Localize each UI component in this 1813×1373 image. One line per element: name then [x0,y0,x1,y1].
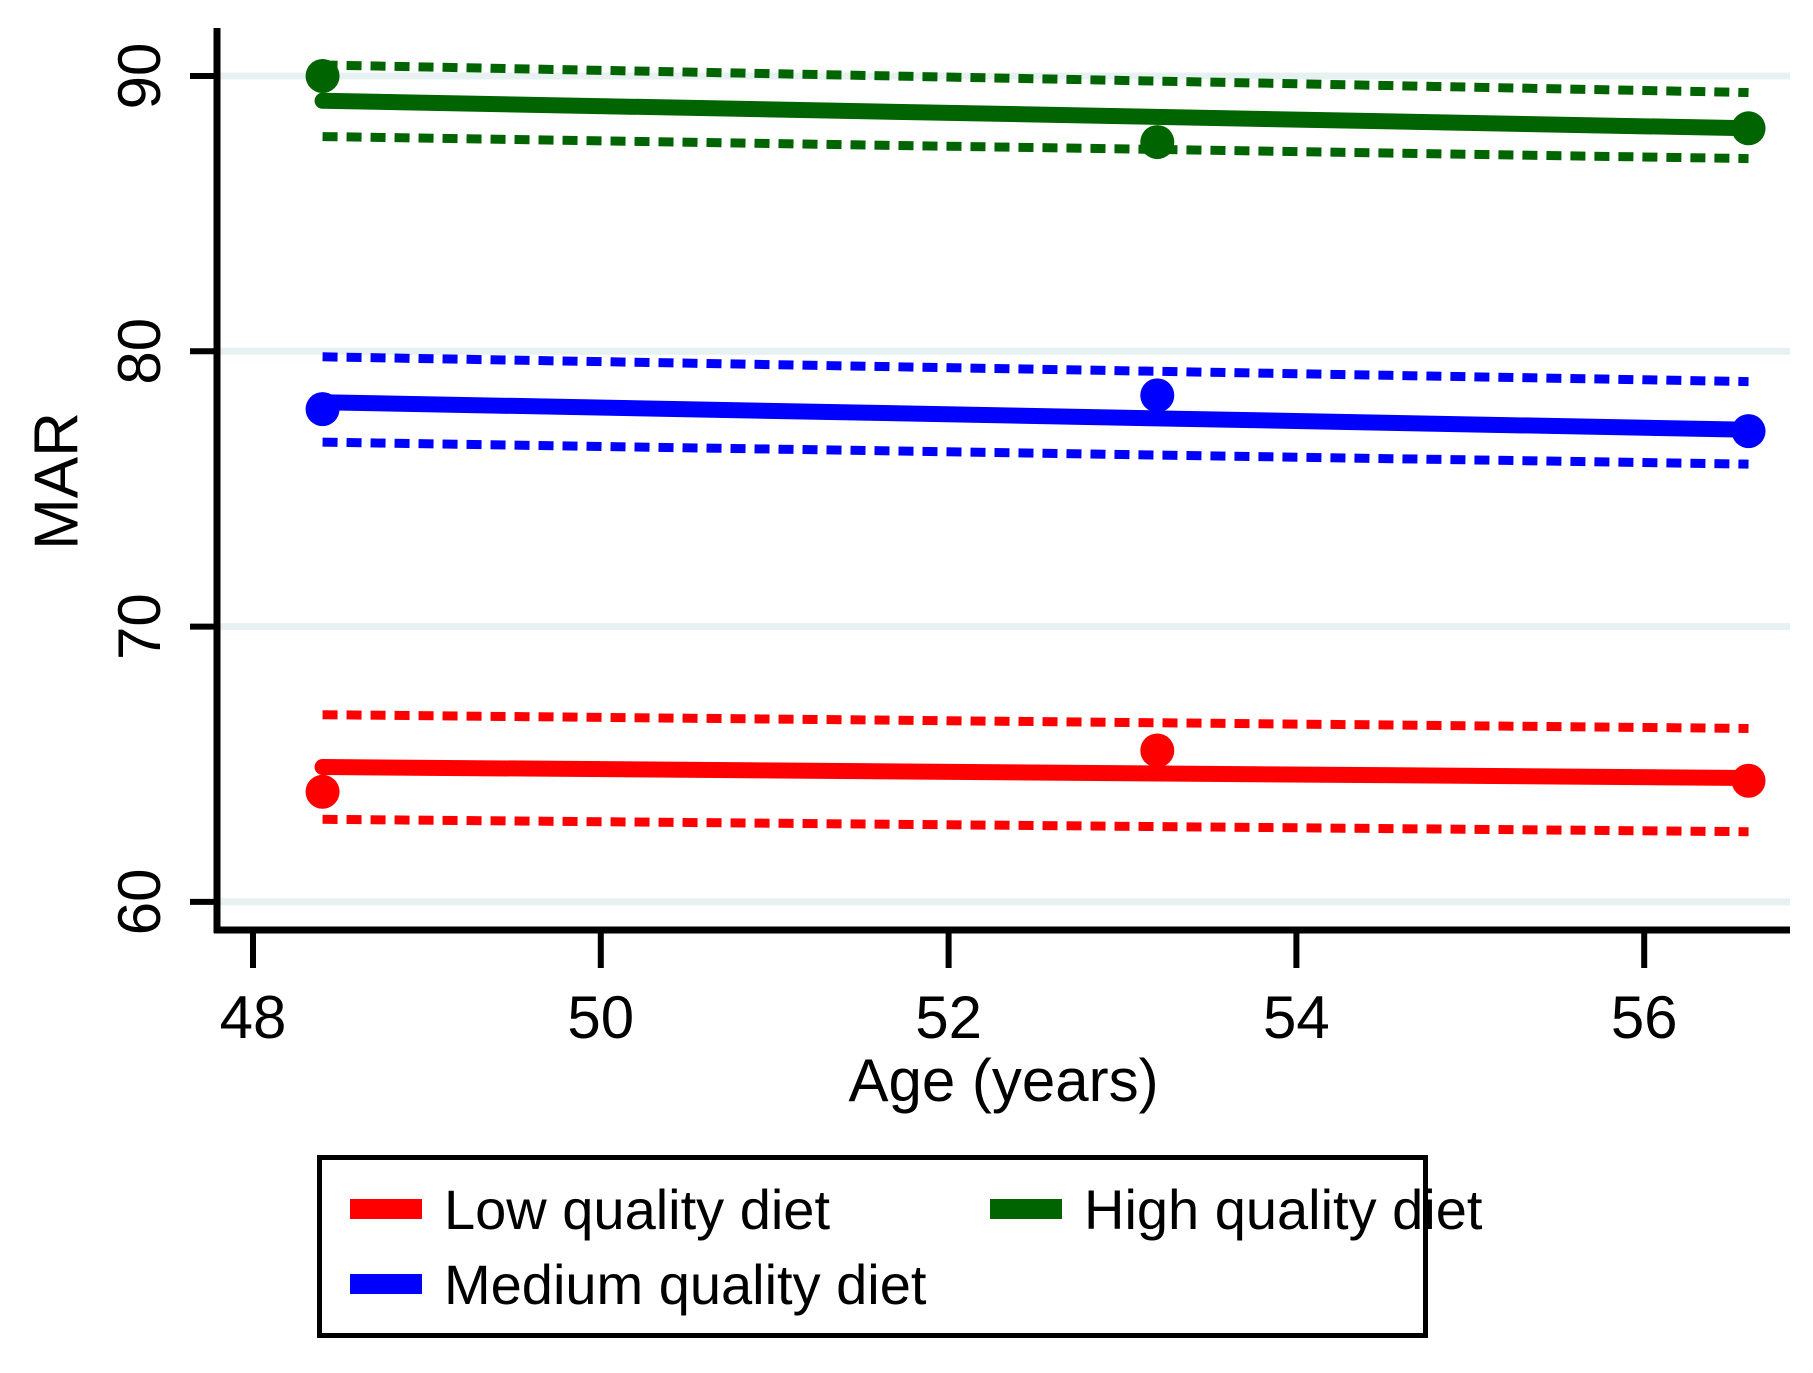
ci-lower-line [322,814,1749,837]
x-tick-label: 56 [1611,984,1678,1051]
y-tick-label: 60 [106,869,173,936]
y-tick-label: 70 [106,593,173,660]
ci-upper-line [322,352,1749,387]
scatter-point [1140,733,1175,768]
x-tick-label: 54 [1263,984,1330,1051]
fit-line [314,759,1757,787]
scatter-point [1140,378,1175,413]
scatter-point [1731,763,1766,798]
legend-swatch [990,1199,1062,1219]
scatter-point [305,774,340,809]
y-tick-label: 80 [106,318,173,385]
scatter-point [305,392,340,427]
fit-line [314,394,1757,438]
legend-item: Low quality diet [350,1177,990,1242]
x-tick-label: 50 [567,984,634,1051]
fit-line [314,92,1757,137]
ci-upper-line [322,710,1749,733]
x-axis-title: Age (years) [848,1047,1159,1114]
x-tick-label: 52 [915,984,982,1051]
ci-upper-line [322,60,1749,98]
legend-item: Medium quality diet [350,1252,990,1317]
legend-item-label: Low quality diet [444,1177,831,1241]
legend: Low quality diet High quality diet Medium … [317,1155,1482,1338]
legend-swatch [350,1274,422,1294]
y-axis-title: MAR [22,412,92,550]
legend-item-label: Medium quality diet [444,1252,927,1316]
legend-swatch [350,1199,422,1219]
y-tick-label: 90 [106,43,173,110]
legend-item-label: High quality diet [1084,1177,1483,1241]
ci-lower-line [322,437,1749,469]
scatter-point [305,59,340,93]
scatter-point [1140,125,1175,160]
x-tick-label: 48 [220,984,287,1051]
legend-item: High quality diet [990,1177,1482,1242]
ci-lower-line [322,132,1749,164]
scatter-point [1731,414,1766,449]
scatter-point [1731,111,1766,146]
